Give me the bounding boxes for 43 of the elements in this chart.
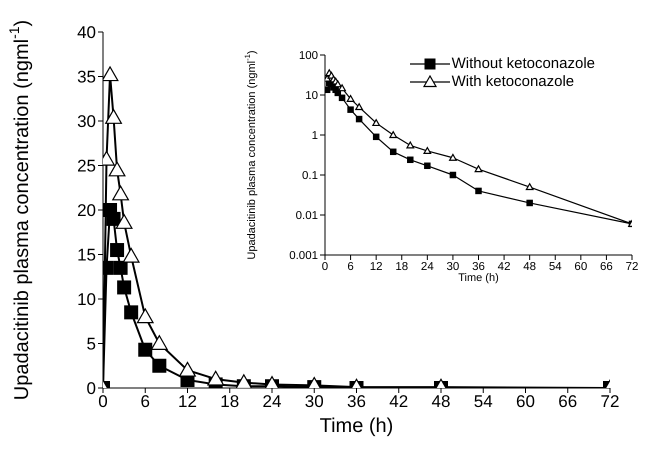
x-tick-label: 24	[420, 261, 434, 274]
x-tick-label: 60	[516, 392, 535, 412]
x-tick-label: 48	[432, 392, 450, 412]
y-tick-label: 100	[298, 50, 318, 62]
x-tick-label: 60	[574, 261, 588, 274]
x-tick-label: 36	[347, 392, 366, 412]
x-tick-label: 12	[178, 392, 197, 412]
y-tick-label: 0.1	[302, 170, 318, 182]
x-tick-label: 72	[626, 261, 638, 274]
x-tick-label: 6	[140, 392, 150, 412]
x-tick-label: 36	[472, 261, 485, 274]
x-tick-label: 48	[523, 261, 536, 274]
x-tick-label: 72	[600, 392, 620, 412]
y-tick-label: 10	[77, 290, 96, 310]
y-tick-label: 20	[77, 201, 96, 220]
x-tick-label: 12	[370, 261, 383, 274]
y-tick-label: 15	[77, 246, 96, 265]
legend-label: Without ketoconazole	[452, 55, 595, 73]
x-tick-label: 0	[322, 261, 328, 274]
y-tick-label: 0.01	[296, 210, 318, 222]
y-tick-label: 10	[305, 90, 318, 102]
x-tick-label: 66	[600, 261, 613, 274]
legend-label: With ketoconazole	[452, 73, 574, 91]
y-tick-label: 35	[77, 68, 96, 87]
x-tick-label: 42	[498, 261, 510, 274]
x-tick-label: 42	[389, 392, 408, 412]
x-tick-label: 6	[347, 261, 354, 274]
y-tick-label: 0.001	[289, 250, 318, 262]
y-tick-label: 30	[77, 112, 96, 132]
x-axis-title: Time (h)	[458, 272, 499, 284]
x-axis-title: Time (h)	[320, 415, 394, 438]
y-tick-label: 40	[77, 23, 96, 42]
x-tick-label: 30	[446, 261, 460, 274]
x-tick-label: 24	[262, 392, 282, 412]
x-tick-label: 18	[395, 261, 408, 274]
x-tick-label: 54	[548, 261, 562, 274]
y-tick-label: 25	[77, 156, 96, 176]
x-tick-label: 66	[558, 392, 578, 412]
y-tick-label: 0	[86, 379, 96, 398]
x-tick-label: 54	[474, 392, 493, 412]
y-tick-label: 1	[312, 130, 318, 142]
x-tick-label: 18	[220, 392, 240, 412]
y-tick-label: 5	[86, 334, 96, 354]
